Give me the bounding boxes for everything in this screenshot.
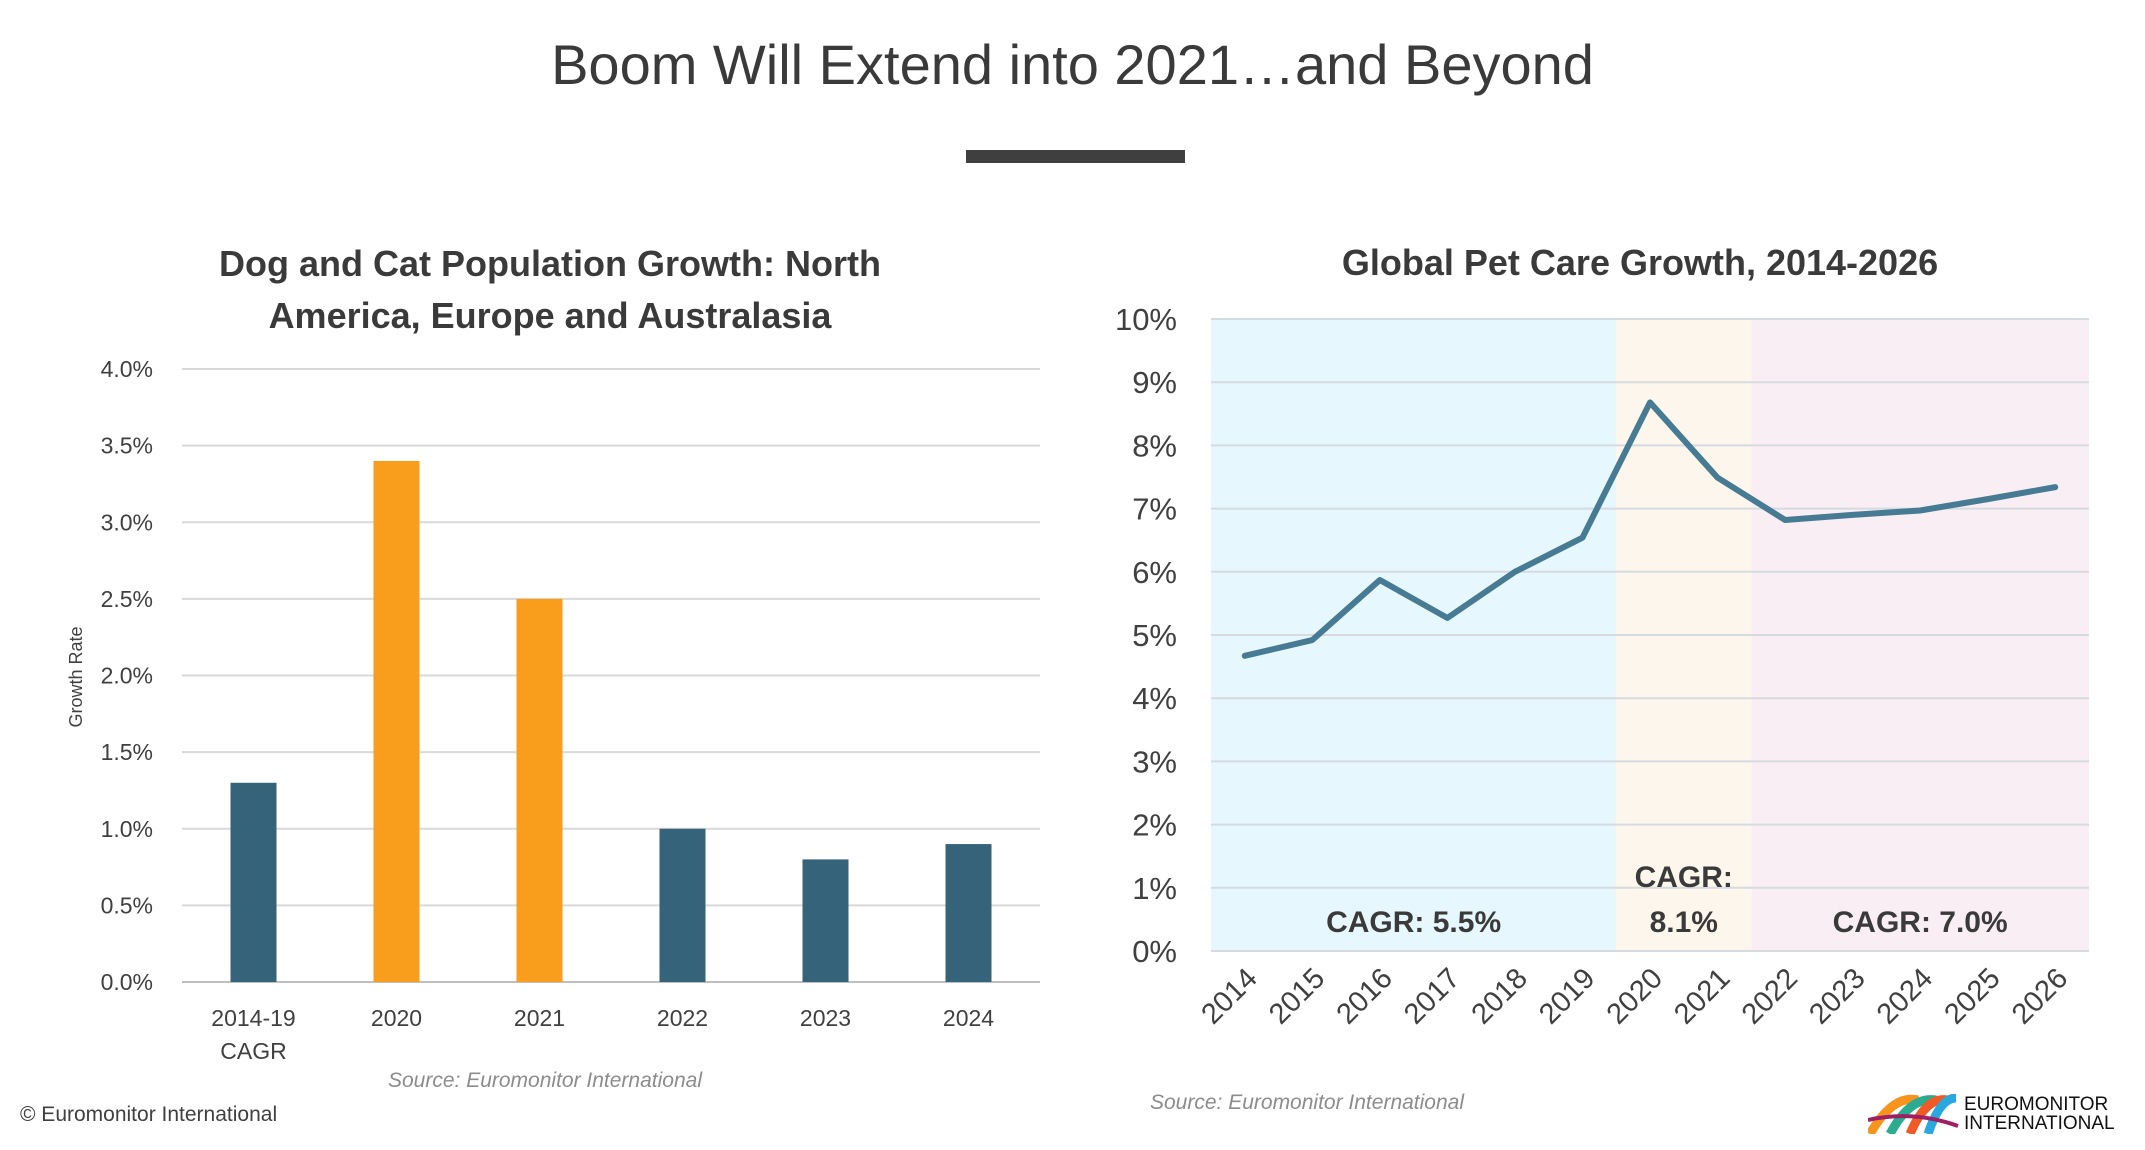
x-tick-label: 2022 xyxy=(1736,962,1804,1030)
y-tick-label: 3.0% xyxy=(101,509,153,535)
data-point xyxy=(1514,571,1516,573)
bar-chart-source: Source: Euromonitor International xyxy=(387,1069,702,1092)
y-tick-label: 0% xyxy=(1132,934,1177,969)
bar-chart-title-line1: Dog and Cat Population Growth: North xyxy=(219,243,881,284)
bar-chart: 0.0% 0.5% 1.0% 1.5% 2.0% 2.5% 3.0% 3.5% 4.0% 2014… xyxy=(66,356,1040,1064)
x-tick-label: 2021 xyxy=(1668,962,1736,1030)
data-point xyxy=(1852,514,1854,516)
data-point xyxy=(1919,509,1921,511)
slide-title: Boom Will Extend into 2021…and Beyond xyxy=(551,33,1594,96)
data-point xyxy=(1379,579,1381,581)
y-tick-label: 1.0% xyxy=(101,816,153,842)
x-tick-label: 2021 xyxy=(514,1005,565,1031)
x-tick-label: 2014-19 xyxy=(211,1005,295,1031)
y-tick-label: 4% xyxy=(1132,681,1177,716)
cagr-label: CAGR: xyxy=(1635,861,1733,894)
copyright: © Euromonitor International xyxy=(20,1103,278,1126)
euromonitor-logo: EUROMONITOR INTERNATIONAL xyxy=(1868,1094,2115,1134)
cagr-label: 8.1% xyxy=(1650,906,1718,939)
data-point xyxy=(1717,477,1719,479)
y-axis-label: Growth Rate xyxy=(66,626,86,727)
logo-line2: INTERNATIONAL xyxy=(1964,1113,2115,1134)
x-tick-label: 2018 xyxy=(1466,962,1534,1030)
data-point xyxy=(1784,519,1786,521)
x-tick-label: 2024 xyxy=(1871,962,1939,1030)
y-tick-label: 9% xyxy=(1132,365,1177,400)
data-point xyxy=(1244,655,1246,657)
data-point xyxy=(1987,498,1989,500)
y-tick-label: 8% xyxy=(1132,428,1177,463)
x-tick-label: 2025 xyxy=(1938,962,2006,1030)
y-tick-label: 10% xyxy=(1115,302,1177,337)
y-tick-label: 2% xyxy=(1132,808,1177,843)
logo-arches-icon xyxy=(1868,1094,1959,1134)
data-point xyxy=(1311,639,1313,641)
y-tick-label: 6% xyxy=(1132,555,1177,590)
bar xyxy=(373,460,420,982)
x-tick-label: 2023 xyxy=(1803,962,1871,1030)
y-tick-label: 0.0% xyxy=(101,969,153,995)
x-tick-label: 2026 xyxy=(2006,962,2074,1030)
x-tick-label: 2017 xyxy=(1398,962,1466,1030)
logo-line1: EUROMONITOR xyxy=(1964,1094,2109,1115)
bar xyxy=(802,859,849,982)
line-chart-title: Global Pet Care Growth, 2014-2026 xyxy=(1341,242,1939,283)
x-tick-label: 2020 xyxy=(371,1005,422,1031)
y-tick-label: 2.0% xyxy=(101,663,153,689)
line-chart-source: Source: Euromonitor International xyxy=(1150,1091,1465,1114)
y-tick-label: 5% xyxy=(1132,618,1177,653)
bar-chart-title: Dog and Cat Population Growth: North Ame… xyxy=(140,238,960,342)
data-point xyxy=(1581,537,1583,539)
bar xyxy=(659,828,706,982)
x-tick-label: 2015 xyxy=(1263,962,1331,1030)
line-chart: 0% 1% 2% 3% 4% 5% 6% 7% 8% 9% 10% CAGR: 5.5% CAGR: 8.… xyxy=(1115,302,2089,1031)
data-point xyxy=(1446,617,1448,619)
y-tick-label: 4.0% xyxy=(101,356,153,382)
y-tick-label: 3% xyxy=(1132,744,1177,779)
bar xyxy=(230,782,277,982)
title-divider xyxy=(966,150,1185,163)
bar xyxy=(516,598,563,982)
data-point xyxy=(2054,486,2056,488)
x-tick-label: CAGR xyxy=(220,1038,286,1064)
x-tick-label: 2022 xyxy=(657,1005,708,1031)
y-tick-label: 7% xyxy=(1132,492,1177,527)
y-tick-label: 0.5% xyxy=(101,892,153,918)
y-tick-label: 2.5% xyxy=(101,586,153,612)
x-tick-label: 2014 xyxy=(1195,962,1263,1030)
x-tick-label: 2023 xyxy=(800,1005,851,1031)
y-tick-label: 3.5% xyxy=(101,433,153,459)
data-point xyxy=(1649,401,1651,403)
bar-chart-title-line2: America, Europe and Australasia xyxy=(268,295,832,336)
x-tick-label: 2016 xyxy=(1331,962,1399,1030)
cagr-label: CAGR: 5.5% xyxy=(1326,906,1501,939)
cagr-label: CAGR: 7.0% xyxy=(1833,906,2008,939)
x-tick-label: 2019 xyxy=(1533,962,1601,1030)
bar xyxy=(945,844,992,982)
x-tick-label: 2024 xyxy=(943,1005,994,1031)
y-tick-label: 1% xyxy=(1132,871,1177,906)
y-tick-label: 1.5% xyxy=(101,739,153,765)
x-tick-label: 2020 xyxy=(1601,962,1669,1030)
